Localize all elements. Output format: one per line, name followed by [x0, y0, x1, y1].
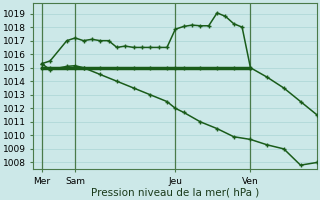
X-axis label: Pression niveau de la mer( hPa ): Pression niveau de la mer( hPa ) — [91, 187, 260, 197]
